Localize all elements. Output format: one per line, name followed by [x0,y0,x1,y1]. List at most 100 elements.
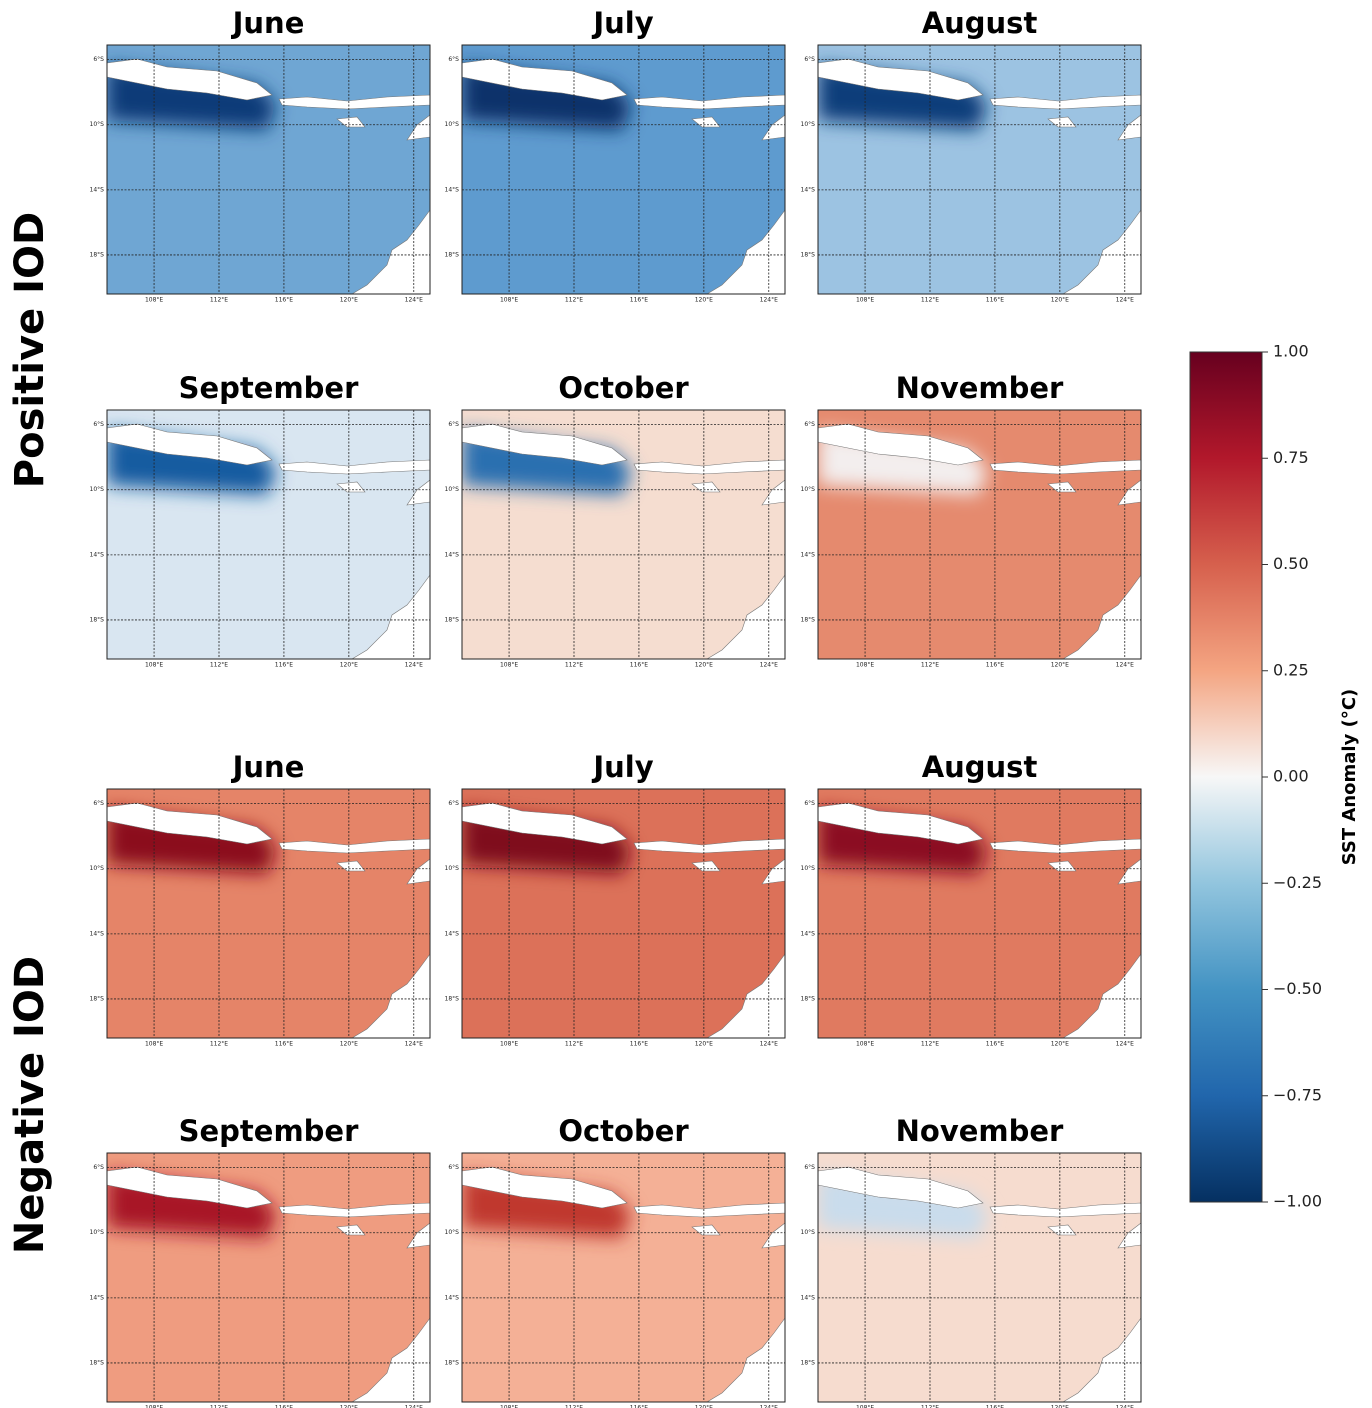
lon-tick-label: 124°E [760,297,778,304]
lat-tick-label: 10°S [445,1229,460,1236]
panel-title: July [591,6,653,40]
lat-tick-label: 18°S [445,251,460,258]
colorbar-tick-label: 0.25 [1273,660,1309,679]
lon-tick-label: 112°E [921,1405,939,1408]
lon-tick-label: 108°E [500,1041,518,1048]
panel-title: October [558,1114,689,1148]
lat-tick-label: 14°S [445,551,460,558]
lat-tick-label: 18°S [445,616,460,623]
lon-tick-label: 116°E [986,662,1004,669]
colorbar-tick-label: −0.75 [1273,1085,1322,1104]
lon-tick-label: 108°E [856,662,874,669]
lon-tick-label: 124°E [760,1041,778,1048]
colorbar-tick-label: 0.00 [1273,767,1309,786]
lat-tick-label: 14°S [90,551,105,558]
lon-tick-label: 112°E [921,297,939,304]
colorbar-tick-label: 0.50 [1273,554,1309,573]
lon-tick-label: 120°E [340,1041,358,1048]
lon-tick-label: 124°E [1116,297,1134,304]
lat-tick-label: 6°S [93,56,104,63]
lon-tick-label: 116°E [986,297,1004,304]
map-field [818,45,1141,294]
lon-tick-label: 120°E [340,662,358,669]
lon-tick-label: 116°E [630,1041,648,1048]
lon-tick-label: 120°E [695,1405,713,1408]
lat-tick-label: 10°S [90,1229,105,1236]
panel-frame [817,788,1142,1039]
panel-title: September [179,1114,359,1148]
lat-tick-label: 10°S [445,486,460,493]
map-panel: 108°E 112°E 116°E 120°E 124°E 6°S 10°S 14°S 18°S [445,44,786,304]
lon-tick-label: 120°E [695,297,713,304]
lat-tick-label: 6°S [93,1164,104,1171]
lat-tick-label: 18°S [445,1359,460,1366]
lat-tick-label: 10°S [90,121,105,128]
map-panel: 108°E 112°E 116°E 120°E 124°E 6°S 10°S 14°S 18°S [801,409,1142,669]
lon-tick-label: 112°E [210,662,228,669]
lon-tick-label: 112°E [210,297,228,304]
map-panel: 108°E 112°E 116°E 120°E 124°E 6°S 10°S 14°S 18°S [90,44,431,304]
lon-tick-label: 112°E [921,662,939,669]
lat-tick-label: 14°S [90,930,105,937]
panel-frame [461,44,786,295]
lat-tick-label: 6°S [448,800,459,807]
panel-title: July [591,750,653,784]
lat-tick-label: 6°S [804,56,815,63]
lat-tick-label: 14°S [801,186,816,193]
lon-tick-label: 116°E [275,662,293,669]
map-field [107,410,430,659]
lat-tick-label: 18°S [801,251,816,258]
lon-tick-label: 116°E [630,662,648,669]
panel-title: October [558,371,689,405]
map-field [462,1153,785,1402]
lat-tick-label: 18°S [801,1359,816,1366]
lon-tick-label: 108°E [500,1405,518,1408]
colorbar-tick-label: 0.75 [1273,448,1309,467]
lat-tick-label: 14°S [801,1294,816,1301]
lon-tick-label: 116°E [275,1405,293,1408]
panel-frame [817,409,1142,660]
colorbar-tick-label: −0.50 [1273,979,1322,998]
map-field [462,45,785,294]
lat-tick-label: 18°S [90,995,105,1002]
lon-tick-label: 108°E [500,662,518,669]
map-panel: 108°E 112°E 116°E 120°E 124°E 6°S 10°S 14°S 18°S [90,1152,431,1408]
lat-tick-label: 10°S [90,865,105,872]
lon-tick-label: 124°E [405,1041,423,1048]
lat-tick-label: 18°S [90,1359,105,1366]
lat-tick-label: 18°S [90,616,105,623]
colorbar-tick-label: −0.25 [1273,873,1322,892]
lon-tick-label: 124°E [1116,1041,1134,1048]
lon-tick-label: 112°E [565,1041,583,1048]
map-panel: 108°E 112°E 116°E 120°E 124°E 6°S 10°S 14°S 18°S [90,409,431,669]
colorbar-label: SST Anomaly (°C) [1339,689,1360,866]
panel-title: August [922,6,1038,40]
panel-frame [461,1152,786,1403]
lon-tick-label: 112°E [565,662,583,669]
panel-frame [817,1152,1142,1403]
map-field [818,789,1141,1038]
map-panel: 108°E 112°E 116°E 120°E 124°E 6°S 10°S 14°S 18°S [801,1152,1142,1408]
lat-tick-label: 14°S [90,1294,105,1301]
panel-frame [461,409,786,660]
lon-tick-label: 124°E [1116,1405,1134,1408]
lon-tick-label: 124°E [760,662,778,669]
lat-tick-label: 10°S [445,121,460,128]
lat-tick-label: 18°S [90,251,105,258]
lon-tick-label: 108°E [856,1405,874,1408]
panel-title: September [179,371,359,405]
colorbar-tick-label: 1.00 [1273,342,1309,361]
panel-title: June [231,750,305,784]
lat-tick-label: 6°S [448,421,459,428]
lat-tick-label: 14°S [801,930,816,937]
lon-tick-label: 108°E [500,297,518,304]
lon-tick-label: 120°E [1051,1041,1069,1048]
lon-tick-label: 108°E [145,297,163,304]
lat-tick-label: 6°S [804,800,815,807]
lon-tick-label: 112°E [921,1041,939,1048]
panel-frame [106,1152,431,1403]
map-field [462,410,785,659]
lon-tick-label: 120°E [1051,1405,1069,1408]
lat-tick-label: 6°S [448,56,459,63]
